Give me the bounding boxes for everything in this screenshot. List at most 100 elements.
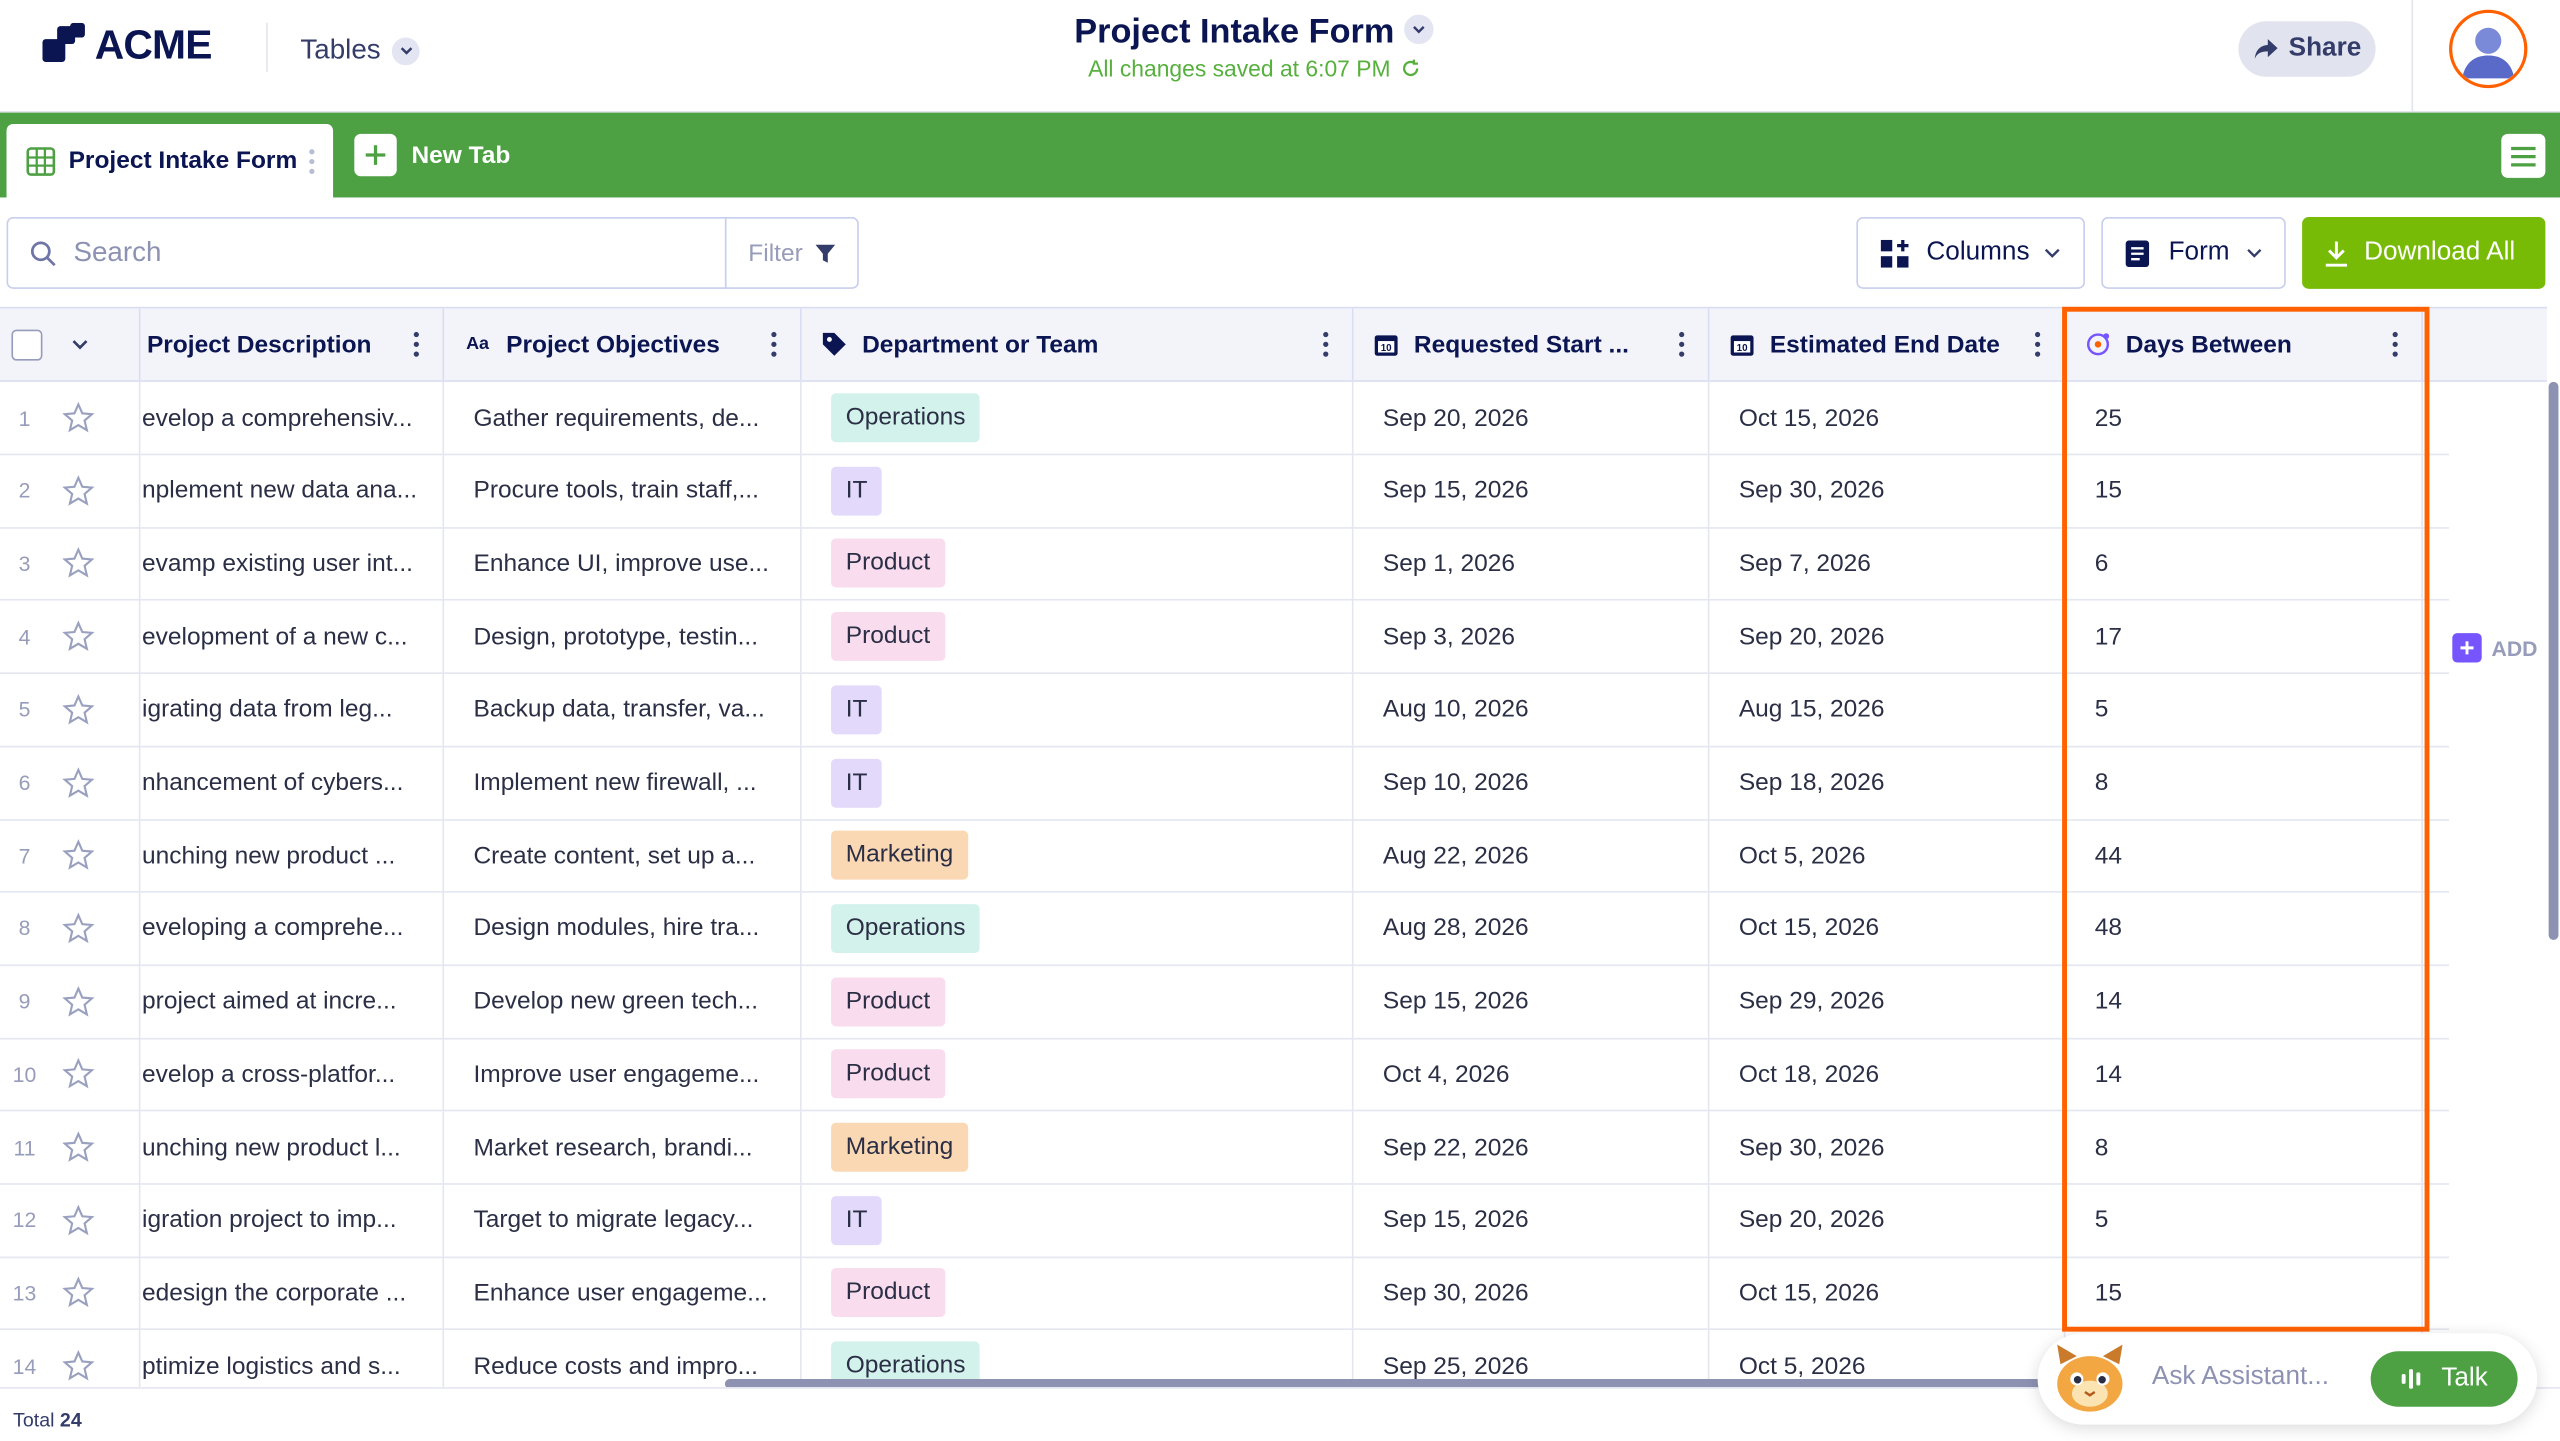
column-menu-icon[interactable] — [413, 331, 420, 357]
cell-requested-start[interactable]: Sep 15, 2026 — [1354, 454, 1710, 527]
cell-project-description[interactable]: unching new product l... — [140, 1111, 445, 1184]
table-row[interactable]: 1 evelop a comprehensiv... Gather requirem… — [0, 381, 2450, 456]
cell-days-between[interactable]: 15 — [2065, 454, 2423, 527]
star-icon[interactable] — [62, 985, 95, 1026]
star-icon[interactable] — [62, 620, 95, 661]
cell-project-description[interactable]: igration project to imp... — [140, 1184, 445, 1257]
cell-days-between[interactable]: 44 — [2065, 819, 2423, 892]
cell-requested-start[interactable]: Sep 1, 2026 — [1354, 527, 1710, 600]
cell-estimated-end[interactable]: Sep 20, 2026 — [1709, 1184, 2066, 1257]
column-menu-icon[interactable] — [1322, 331, 1329, 357]
cell-estimated-end[interactable]: Aug 15, 2026 — [1709, 673, 2066, 746]
download-all-button[interactable]: Download All — [2302, 217, 2546, 289]
cell-project-objectives[interactable]: Reduce costs and impro... — [444, 1330, 802, 1402]
star-icon[interactable] — [62, 474, 95, 515]
table-row[interactable]: 12 igration project to imp... Target to mi… — [0, 1184, 2450, 1258]
column-header-project-description[interactable]: Project Description — [140, 308, 445, 381]
cell-project-description[interactable]: evelopment of a new c... — [140, 600, 445, 673]
filter-button[interactable]: Filter — [724, 217, 859, 289]
column-header-department[interactable]: Department or Team — [802, 308, 1354, 381]
select-all-checkbox[interactable] — [11, 328, 43, 360]
cell-department[interactable]: Product — [802, 527, 1354, 600]
acme-logo[interactable]: ACME — [42, 21, 212, 70]
cell-project-description[interactable]: evamp existing user int... — [140, 527, 445, 600]
cell-estimated-end[interactable]: Sep 18, 2026 — [1709, 746, 2066, 819]
cell-days-between[interactable]: 8 — [2065, 746, 2423, 819]
star-icon[interactable] — [62, 1131, 95, 1172]
cell-requested-start[interactable]: Sep 15, 2026 — [1354, 965, 1710, 1038]
cell-department[interactable]: Product — [802, 600, 1354, 673]
columns-button[interactable]: Columns — [1856, 217, 2085, 289]
cell-days-between[interactable]: 25 — [2065, 381, 2423, 454]
page-title[interactable]: Project Intake Form — [1074, 13, 1395, 51]
cell-days-between[interactable]: 48 — [2065, 892, 2423, 965]
star-icon[interactable] — [62, 693, 95, 734]
table-row[interactable]: 3 evamp existing user int... Enhance UI, i… — [0, 527, 2450, 602]
cell-project-description[interactable]: igrating data from leg... — [140, 673, 445, 746]
column-menu-icon[interactable] — [2392, 331, 2399, 357]
tables-dropdown[interactable]: Tables — [300, 29, 420, 71]
user-avatar[interactable] — [2449, 9, 2528, 89]
cell-requested-start[interactable]: Sep 20, 2026 — [1354, 381, 1710, 454]
cell-project-objectives[interactable]: Improve user engageme... — [444, 1038, 802, 1111]
column-header-estimated-end-date[interactable]: 10 Estimated End Date — [1709, 308, 2066, 381]
cell-estimated-end[interactable]: Oct 15, 2026 — [1709, 892, 2066, 965]
cell-project-description[interactable]: evelop a comprehensiv... — [140, 381, 445, 454]
cell-project-objectives[interactable]: Create content, set up a... — [444, 819, 802, 892]
cell-project-description[interactable]: ptimize logistics and s... — [140, 1330, 445, 1402]
cell-project-objectives[interactable]: Gather requirements, de... — [444, 381, 802, 454]
chevron-down-icon[interactable] — [70, 335, 90, 355]
cell-department[interactable]: IT — [802, 1184, 1354, 1257]
add-column-button[interactable]: ADD — [2452, 633, 2537, 663]
cell-project-description[interactable]: eveloping a comprehe... — [140, 892, 445, 965]
column-menu-icon[interactable] — [771, 331, 778, 357]
cell-project-objectives[interactable]: Enhance UI, improve use... — [444, 527, 802, 600]
tab-project-intake-form[interactable]: Project Intake Form — [6, 124, 334, 198]
star-icon[interactable] — [62, 912, 95, 953]
cell-requested-start[interactable]: Sep 15, 2026 — [1354, 1184, 1710, 1257]
cell-requested-start[interactable]: Sep 25, 2026 — [1354, 1330, 1710, 1402]
cell-department[interactable]: Product — [802, 1257, 1354, 1330]
column-header-project-objectives[interactable]: Aa Project Objectives — [444, 308, 802, 381]
cell-project-objectives[interactable]: Backup data, transfer, va... — [444, 673, 802, 746]
cell-project-description[interactable]: evelop a cross-platfor... — [140, 1038, 445, 1111]
table-row[interactable]: 6 nhancement of cybers... Implement new fi… — [0, 746, 2450, 821]
cell-estimated-end[interactable]: Oct 5, 2026 — [1709, 819, 2066, 892]
cell-department[interactable]: IT — [802, 673, 1354, 746]
table-row[interactable]: 4 evelopment of a new c... Design, prototy… — [0, 600, 2450, 675]
new-tab-button[interactable]: New Tab — [354, 133, 510, 177]
cell-requested-start[interactable]: Aug 22, 2026 — [1354, 819, 1710, 892]
horizontal-scrollbar[interactable] — [724, 1378, 2048, 1389]
cell-requested-start[interactable]: Aug 10, 2026 — [1354, 673, 1710, 746]
cell-days-between[interactable]: 5 — [2065, 673, 2423, 746]
vertical-scrollbar[interactable] — [2548, 381, 2559, 940]
cell-estimated-end[interactable]: Sep 7, 2026 — [1709, 527, 2066, 600]
cell-requested-start[interactable]: Sep 3, 2026 — [1354, 600, 1710, 673]
star-icon[interactable] — [62, 1058, 95, 1099]
cell-project-objectives[interactable]: Develop new green tech... — [444, 965, 802, 1038]
cell-department[interactable]: Product — [802, 1038, 1354, 1111]
cell-project-objectives[interactable]: Market research, brandi... — [444, 1111, 802, 1184]
table-row[interactable]: 5 igrating data from leg... Backup data, t… — [0, 673, 2450, 748]
cell-estimated-end[interactable]: Oct 15, 2026 — [1709, 381, 2066, 454]
cell-project-description[interactable]: unching new product ... — [140, 819, 445, 892]
cell-estimated-end[interactable]: Sep 30, 2026 — [1709, 1111, 2066, 1184]
cell-requested-start[interactable]: Sep 30, 2026 — [1354, 1257, 1710, 1330]
cell-project-description[interactable]: nhancement of cybers... — [140, 746, 445, 819]
search-input[interactable] — [73, 236, 694, 270]
ai-assistant-widget[interactable]: Ask Assistant... Talk — [2037, 1333, 2538, 1425]
cell-department[interactable]: IT — [802, 454, 1354, 527]
star-icon[interactable] — [62, 766, 95, 807]
table-row[interactable]: 2 nplement new data ana... Procure tools, … — [0, 454, 2450, 529]
cell-days-between[interactable]: 8 — [2065, 1111, 2423, 1184]
cell-requested-start[interactable]: Sep 10, 2026 — [1354, 746, 1710, 819]
table-row[interactable]: 7 unching new product ... Create content, … — [0, 819, 2450, 893]
cell-requested-start[interactable]: Sep 22, 2026 — [1354, 1111, 1710, 1184]
star-icon[interactable] — [62, 839, 95, 880]
chevron-down-icon[interactable] — [1404, 14, 1434, 45]
star-icon[interactable] — [62, 1350, 95, 1391]
table-row[interactable]: 10 evelop a cross-platfor... Improve user … — [0, 1038, 2450, 1112]
form-button[interactable]: Form — [2101, 217, 2286, 289]
cell-estimated-end[interactable]: Sep 20, 2026 — [1709, 600, 2066, 673]
star-icon[interactable] — [62, 1204, 95, 1245]
